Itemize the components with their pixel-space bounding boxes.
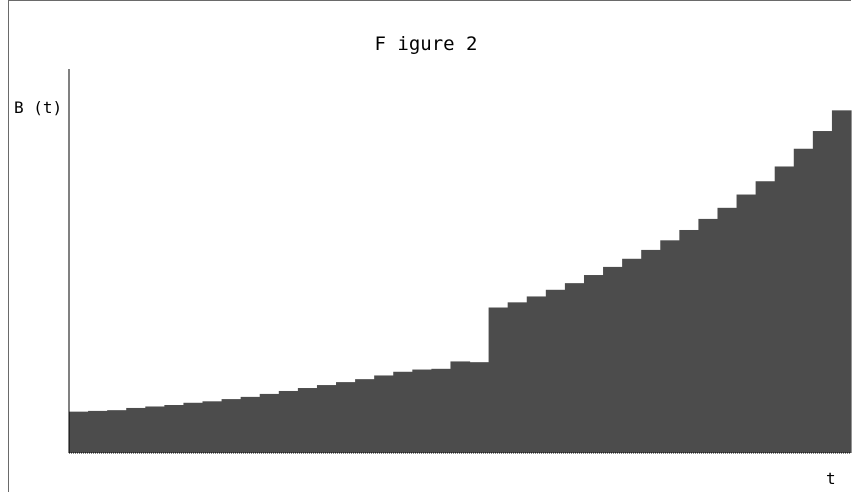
bar [107, 410, 127, 453]
bar [450, 361, 471, 453]
bar [755, 181, 776, 453]
bar [698, 218, 719, 453]
y-axis-label: B (t) [14, 98, 62, 117]
bar [278, 390, 299, 453]
bar [622, 258, 642, 453]
bar [297, 388, 318, 453]
bar [641, 249, 661, 453]
bar [221, 399, 242, 453]
bar [412, 369, 432, 453]
bar [736, 194, 757, 454]
bar [717, 207, 738, 453]
bar [355, 379, 375, 453]
bar [679, 229, 700, 453]
bar [583, 275, 604, 453]
bar [126, 407, 146, 453]
bar [831, 110, 852, 453]
bar [259, 393, 280, 453]
bar [316, 385, 337, 453]
bar [793, 148, 814, 453]
bar [507, 302, 528, 453]
bar [183, 402, 204, 453]
bar [164, 405, 185, 453]
bar [88, 410, 108, 453]
bar [240, 396, 261, 453]
bar [660, 240, 680, 453]
bar [431, 368, 452, 453]
bar [393, 371, 413, 453]
bar [545, 289, 566, 453]
bar [336, 382, 356, 453]
bar [69, 411, 89, 453]
bar [564, 283, 585, 453]
x-axis-label: t [826, 469, 836, 488]
bar [774, 166, 795, 454]
bar [202, 401, 223, 453]
bar [603, 266, 623, 453]
bar-series [69, 110, 852, 454]
bar [488, 307, 509, 453]
bar [374, 375, 394, 453]
bar [145, 406, 165, 453]
bar [469, 362, 490, 453]
bar [812, 131, 833, 453]
chart-title: F igure 2 [375, 33, 478, 55]
bar [526, 296, 547, 453]
